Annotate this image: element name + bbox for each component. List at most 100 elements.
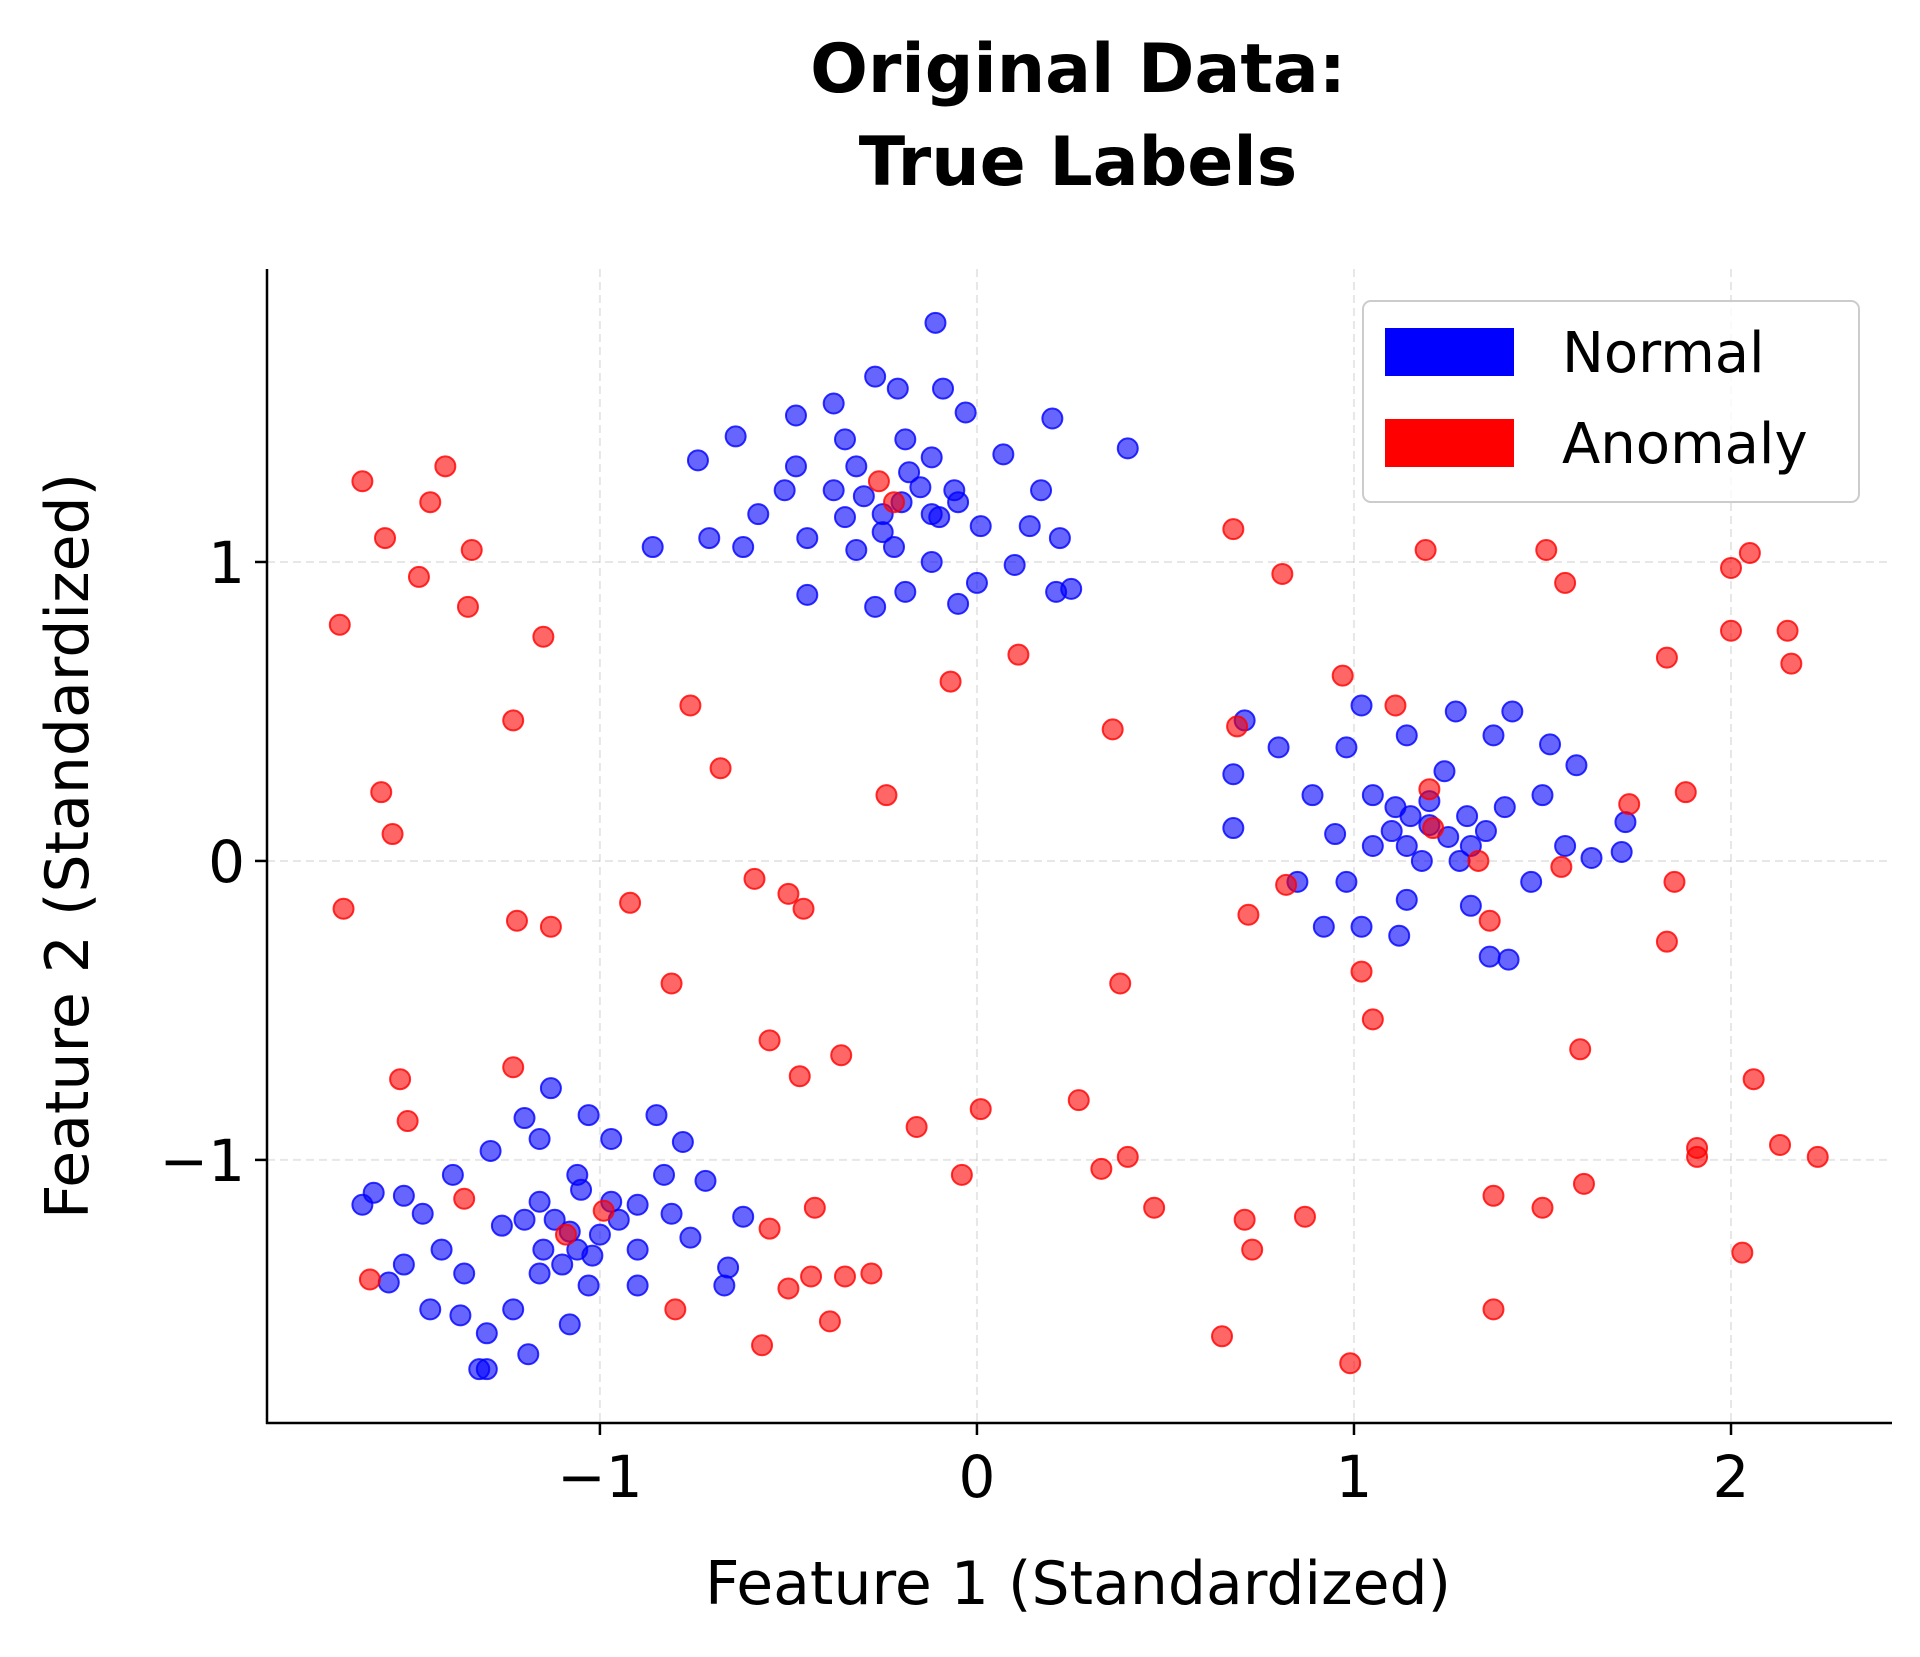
anomaly-point (709, 757, 732, 780)
normal-point (1048, 527, 1071, 550)
normal-point (1324, 823, 1347, 846)
anomaly-point (1350, 960, 1373, 983)
anomaly-point (1550, 855, 1573, 878)
normal-point (954, 401, 977, 424)
normal-point (883, 536, 906, 559)
normal-point (1474, 820, 1497, 843)
normal-point (679, 1226, 702, 1249)
normal-point (920, 550, 943, 573)
normal-point (430, 1238, 453, 1261)
anomaly-point (1655, 646, 1678, 669)
normal-point (1045, 580, 1068, 603)
anomaly-point (1572, 1172, 1595, 1195)
anomaly-point (374, 527, 397, 550)
anomaly-point (351, 470, 374, 493)
anomaly-point (1109, 972, 1132, 995)
anomaly-point (788, 1065, 811, 1088)
anomaly-point (939, 670, 962, 693)
normal-point (468, 1358, 491, 1381)
anomaly-point (1478, 909, 1501, 932)
anomaly-point (1806, 1145, 1829, 1168)
anomaly-point (619, 891, 642, 914)
normal-point (686, 449, 709, 472)
normal-point (947, 592, 970, 615)
normal-point (992, 443, 1015, 466)
anomaly-point (328, 613, 351, 636)
legend-label-normal: Normal (1562, 321, 1765, 386)
normal-point (1335, 870, 1358, 893)
normal-point (713, 1274, 736, 1297)
anomaly-point (830, 1044, 853, 1067)
normal-point (1554, 835, 1577, 857)
normal-point (1350, 915, 1373, 938)
normal-point (1493, 796, 1516, 819)
normal-point (626, 1193, 649, 1216)
normal-point (551, 1253, 574, 1276)
anomaly-point (419, 491, 442, 514)
normal-point (1497, 948, 1520, 971)
anomaly-point (1738, 542, 1761, 565)
anomaly-point (833, 1265, 856, 1288)
anomaly-point (434, 455, 457, 478)
normal-point (1041, 407, 1064, 430)
normal-point (1350, 694, 1373, 717)
normal-point (1459, 894, 1482, 917)
x-tick-label: −1 (557, 1443, 643, 1511)
anomaly-point (743, 867, 766, 890)
chart-title-line-1: Original Data: (810, 30, 1346, 109)
normal-point (894, 428, 917, 451)
normal-point (1614, 811, 1637, 834)
normal-point (732, 1205, 755, 1228)
normal-point (773, 479, 796, 502)
normal-point (924, 311, 947, 334)
anomaly-point (539, 915, 562, 938)
chart-title-line-2: True Labels (859, 123, 1297, 202)
normal-point (694, 1169, 717, 1192)
normal-point (626, 1238, 649, 1261)
x-axis-label: Feature 1 (Standardized) (705, 1549, 1451, 1619)
normal-point (1312, 915, 1335, 938)
normal-point (871, 521, 894, 544)
anomaly-point (1101, 718, 1124, 741)
normal-point (822, 479, 845, 502)
normal-point (653, 1163, 676, 1186)
normal-point (845, 455, 868, 478)
anomaly-point (1143, 1196, 1166, 1219)
anomaly-point (532, 625, 555, 648)
normal-point (626, 1274, 649, 1297)
normal-point (1335, 736, 1358, 759)
anomaly-point (1233, 1208, 1256, 1231)
anomaly-point (1293, 1205, 1316, 1228)
normal-point (1361, 784, 1384, 807)
normal-point (920, 446, 943, 469)
y-tick-label: 1 (208, 529, 245, 597)
normal-point (845, 539, 868, 562)
normal-point (645, 1104, 668, 1127)
normal-point (1361, 835, 1384, 857)
anomaly-point (758, 1029, 781, 1052)
anomaly-point (1275, 873, 1298, 896)
anomaly-point (1090, 1157, 1113, 1180)
normal-point (947, 491, 970, 514)
normal-point (717, 1256, 740, 1279)
normal-point (453, 1262, 476, 1285)
y-tick-label: 0 (208, 828, 245, 896)
normal-point (441, 1163, 464, 1186)
x-tick-label: 2 (1713, 1443, 1750, 1511)
normal-point (588, 1223, 611, 1246)
normal-point (528, 1262, 551, 1285)
normal-point (490, 1214, 513, 1237)
normal-point (558, 1313, 581, 1336)
normal-point (784, 455, 807, 478)
anomaly-point (502, 1056, 525, 1079)
normal-point (1116, 437, 1139, 460)
normal-point (969, 515, 992, 538)
anomaly-point (456, 595, 479, 618)
anomaly-point (1686, 1145, 1709, 1168)
normal-point (886, 377, 909, 400)
anomaly-point (1554, 571, 1577, 594)
anomaly-point (660, 972, 683, 995)
normal-point (1520, 870, 1543, 893)
anomaly-point (1531, 1196, 1554, 1219)
